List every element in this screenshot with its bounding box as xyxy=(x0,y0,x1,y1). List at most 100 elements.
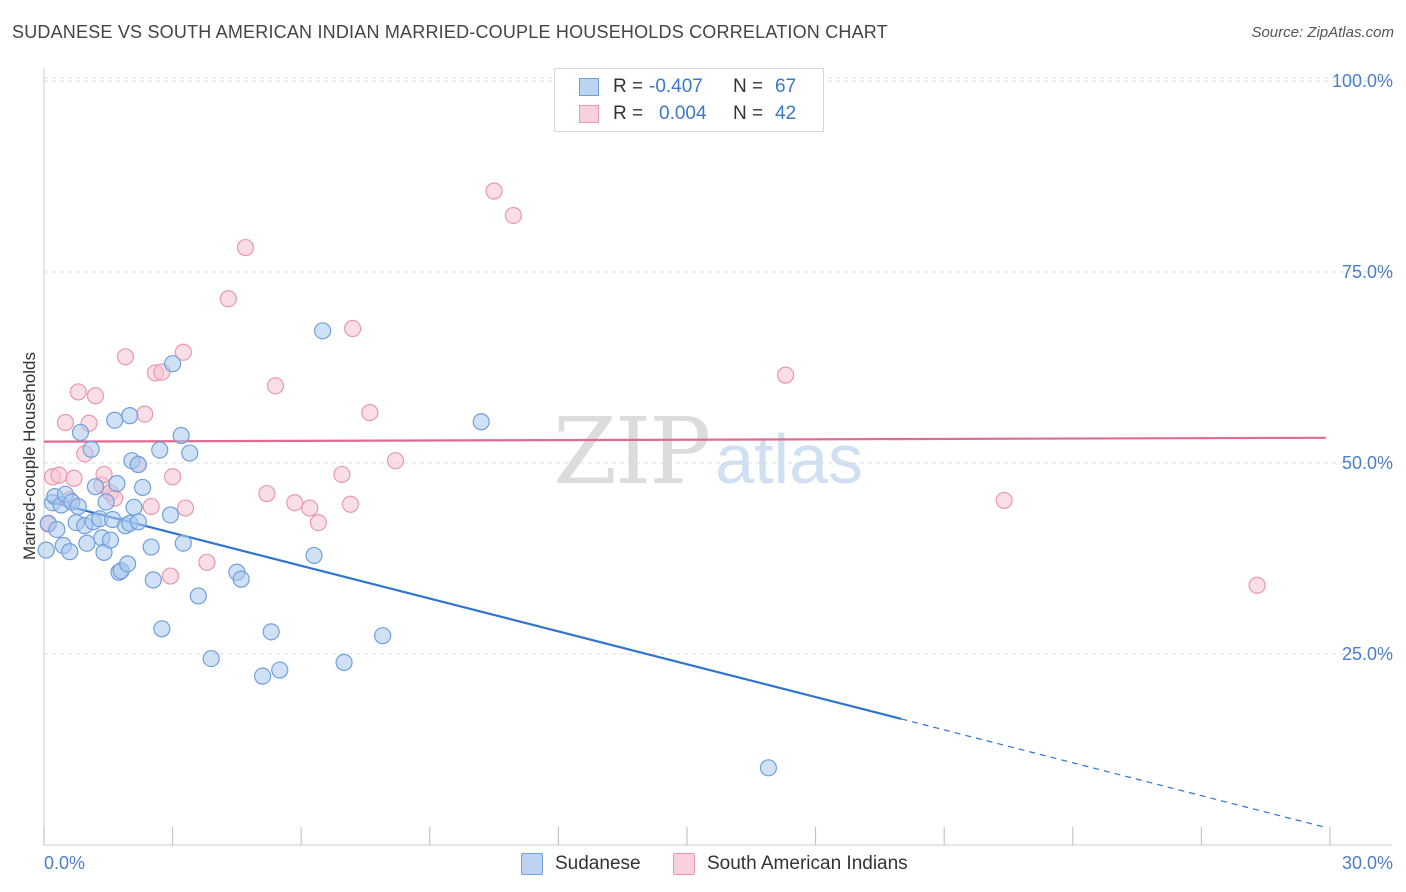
x-tick-label: 30.0% xyxy=(1342,853,1393,873)
point-south-american-indian xyxy=(176,499,195,517)
point-south-american-indian xyxy=(164,468,182,486)
x-tick-label: 0.0% xyxy=(44,853,85,873)
point-sudanese xyxy=(305,546,323,565)
point-south-american-indian xyxy=(136,405,154,423)
legend-n-label: N = xyxy=(733,103,764,124)
point-sudanese xyxy=(153,620,171,638)
point-sudanese xyxy=(144,571,162,589)
point-south-american-indian xyxy=(341,495,360,513)
chart-title: SUDANESE VS SOUTH AMERICAN INDIAN MARRIE… xyxy=(12,22,888,42)
point-sudanese xyxy=(202,649,220,668)
point-sudanese xyxy=(106,411,124,429)
legend-r-value: -0.407 xyxy=(649,76,703,97)
point-sudanese xyxy=(142,538,160,556)
point-sudanese xyxy=(172,426,190,445)
point-south-american-indian xyxy=(995,491,1013,510)
point-south-american-indian xyxy=(485,182,503,200)
bottom-legend-label-sai: South American Indians xyxy=(707,853,908,874)
point-south-american-indian xyxy=(504,206,522,225)
y-tick-label: 25.0% xyxy=(1342,644,1393,664)
point-sudanese xyxy=(759,759,778,777)
point-layer xyxy=(37,182,1266,777)
point-sudanese xyxy=(232,570,250,588)
point-south-american-indian xyxy=(219,290,237,308)
point-sudanese xyxy=(118,555,137,573)
legend-r-value: 0.004 xyxy=(659,103,707,124)
point-south-american-indian xyxy=(309,513,327,532)
point-sudanese xyxy=(151,441,169,459)
trendline-south-american-indian xyxy=(43,436,1326,443)
point-south-american-indian xyxy=(174,343,192,361)
legend-n-value: 42 xyxy=(775,103,797,124)
point-sudanese xyxy=(125,498,143,516)
point-sudanese xyxy=(108,475,126,493)
legend-r-label: R = xyxy=(613,76,644,97)
source-label: Source: ZipAtlas.com xyxy=(1251,24,1394,41)
point-sudanese xyxy=(174,534,192,552)
point-sudanese xyxy=(181,444,199,462)
legend-r-label: R = xyxy=(613,103,644,124)
point-sudanese xyxy=(121,407,139,425)
point-sudanese xyxy=(48,520,66,539)
point-sudanese xyxy=(71,423,90,442)
bottom-legend-label-sudanese: Sudanese xyxy=(555,853,641,874)
point-south-american-indian xyxy=(236,238,255,257)
point-sudanese xyxy=(78,534,96,552)
point-sudanese xyxy=(262,623,280,641)
point-sudanese xyxy=(129,455,147,474)
y-axis-title: Married-couple Households xyxy=(20,352,39,560)
point-south-american-indian xyxy=(286,494,304,512)
trend-layer xyxy=(43,436,1326,829)
point-sudanese xyxy=(161,506,180,524)
point-south-american-indian xyxy=(198,553,216,571)
point-south-american-indian xyxy=(69,383,87,401)
bottom-legend-swatch-sudanese xyxy=(521,853,543,875)
point-sudanese xyxy=(133,478,152,497)
watermark-atlas: atlas xyxy=(715,420,864,498)
point-sudanese xyxy=(164,355,182,373)
point-sudanese xyxy=(254,667,272,685)
point-south-american-indian xyxy=(50,466,68,484)
point-south-american-indian xyxy=(95,465,113,484)
point-sudanese xyxy=(61,543,79,561)
point-south-american-indian xyxy=(116,348,135,366)
point-south-american-indian xyxy=(344,319,362,338)
watermark: ZIPatlas xyxy=(553,398,863,505)
y-tick-label: 50.0% xyxy=(1342,453,1393,473)
point-south-american-indian xyxy=(301,499,319,517)
legend-n-label: N = xyxy=(733,76,764,97)
y-tick-label: 100.0% xyxy=(1332,71,1393,91)
bottom-legend-sudanese: Sudanese xyxy=(521,852,641,876)
watermark-zip: ZIP xyxy=(553,398,711,505)
point-sudanese xyxy=(97,493,115,511)
point-south-american-indian xyxy=(142,497,160,516)
point-south-american-indian xyxy=(333,465,351,484)
y-tick-label: 75.0% xyxy=(1342,262,1393,282)
point-south-american-indian xyxy=(776,366,795,384)
point-south-american-indian xyxy=(258,484,276,503)
point-sudanese xyxy=(37,541,55,559)
axis-layer xyxy=(43,68,1392,846)
point-south-american-indian xyxy=(161,567,180,585)
trendline-sudanese-extension xyxy=(901,718,1326,829)
point-sudanese xyxy=(335,653,353,672)
legend-swatch-sai xyxy=(579,105,599,123)
point-south-american-indian xyxy=(386,452,405,470)
legend-n-value: 67 xyxy=(775,76,797,97)
point-sudanese xyxy=(314,322,332,340)
point-sudanese xyxy=(189,587,207,605)
legend-row-sudanese: R = -0.407 N = 67 xyxy=(579,75,796,99)
point-sudanese xyxy=(271,661,289,679)
point-sudanese xyxy=(101,531,120,549)
point-sudanese xyxy=(374,627,392,645)
legend-row-sai: R = 0.004 N = 42 xyxy=(579,102,796,126)
point-sudanese xyxy=(69,497,87,516)
point-sudanese xyxy=(129,513,147,531)
point-south-american-indian xyxy=(86,387,105,405)
correlation-legend: R = -0.407 N = 67 R = 0.004 N = 42 xyxy=(554,68,824,132)
bottom-legend-sai: South American Indians xyxy=(673,852,908,876)
point-south-american-indian xyxy=(65,469,83,487)
legend-swatch-sudanese xyxy=(579,78,599,96)
point-sudanese xyxy=(82,440,100,458)
